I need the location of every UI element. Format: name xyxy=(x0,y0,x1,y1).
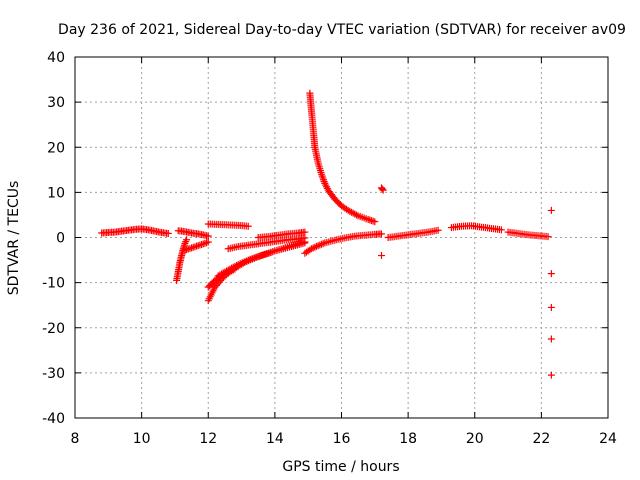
x-tick-label: 18 xyxy=(399,431,417,447)
y-tick-label: -10 xyxy=(42,276,65,292)
data-point xyxy=(204,238,212,246)
data-point xyxy=(301,228,309,236)
data-point xyxy=(309,244,317,252)
series-arc-k-spike xyxy=(306,89,379,226)
data-marks xyxy=(98,89,555,379)
series-arc-h-rise xyxy=(214,238,309,280)
data-point xyxy=(377,230,385,238)
y-axis-label: SDTVAR / TECUs xyxy=(6,181,22,296)
x-tick-label: 16 xyxy=(333,431,351,447)
data-point xyxy=(377,252,385,260)
series-arc-c-band xyxy=(174,227,212,240)
y-tick-label: 0 xyxy=(56,231,65,247)
series-arc-a-band xyxy=(98,225,172,237)
data-point xyxy=(547,371,555,379)
series-arc-l-rise xyxy=(301,230,385,257)
series-arc-i-flat xyxy=(224,234,309,253)
data-point xyxy=(322,181,330,189)
data-point xyxy=(371,218,379,226)
data-point xyxy=(378,185,386,193)
x-tick-label: 20 xyxy=(466,431,484,447)
data-point xyxy=(497,226,505,234)
data-point xyxy=(321,179,329,187)
series-arc-b-dip xyxy=(173,236,191,284)
data-point xyxy=(164,229,172,237)
data-point xyxy=(547,270,555,278)
x-tick-label: 14 xyxy=(266,431,284,447)
data-point xyxy=(183,236,191,244)
y-tick-label: -40 xyxy=(42,411,65,427)
series-arc-q-points xyxy=(547,206,555,379)
series-arc-e-high xyxy=(204,220,252,230)
data-point xyxy=(319,240,327,248)
data-point xyxy=(301,234,309,242)
x-tick-label: 12 xyxy=(199,431,217,447)
series-arc-j-band xyxy=(254,228,309,241)
x-tick-label: 24 xyxy=(599,431,617,447)
data-point xyxy=(547,335,555,343)
chart-title: Day 236 of 2021, Sidereal Day-to-day VTE… xyxy=(58,22,626,38)
series-arc-m-points xyxy=(377,184,387,260)
x-tick-label: 10 xyxy=(133,431,151,447)
y-tick-label: -20 xyxy=(42,321,65,337)
data-point xyxy=(314,242,322,250)
data-point xyxy=(323,183,331,191)
data-point xyxy=(547,206,555,214)
data-point xyxy=(204,232,212,240)
x-axis-label: GPS time / hours xyxy=(282,459,399,475)
data-point xyxy=(318,240,326,248)
data-point xyxy=(352,211,360,219)
y-tick-label: -30 xyxy=(42,366,65,382)
data-point xyxy=(311,243,319,251)
data-point xyxy=(544,233,552,241)
series-arc-n-band xyxy=(384,226,442,241)
series-arc-d-rise xyxy=(181,238,212,254)
y-tick-label: 30 xyxy=(47,95,65,111)
data-point xyxy=(308,245,316,253)
data-point xyxy=(201,239,209,247)
data-point xyxy=(233,261,241,269)
y-tick-label: 10 xyxy=(47,185,65,201)
data-point xyxy=(379,186,387,194)
data-point xyxy=(316,241,324,249)
data-point xyxy=(244,222,252,230)
axis-ticks: 8 10 12 14 16 18 20 22 24 -40 -30 -20 -10 0 10 20 30 40 xyxy=(42,50,617,447)
data-point xyxy=(434,226,442,234)
y-tick-label: 20 xyxy=(47,140,65,156)
data-point xyxy=(203,239,211,247)
x-tick-label: 8 xyxy=(71,431,80,447)
x-tick-label: 22 xyxy=(532,431,550,447)
series-arc-o-band xyxy=(447,222,505,234)
data-point xyxy=(547,303,555,311)
data-point xyxy=(313,242,321,250)
series-arc-p-band xyxy=(504,228,552,241)
y-tick-label: 40 xyxy=(47,50,65,66)
